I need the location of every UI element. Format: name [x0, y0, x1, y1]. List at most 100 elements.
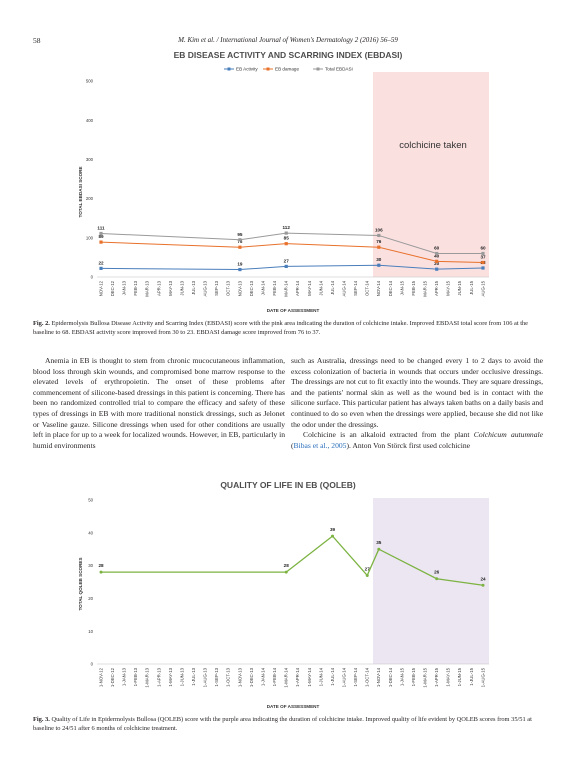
data-label: 28	[284, 563, 290, 568]
colchicine-annotation: colchicine taken	[399, 140, 467, 151]
x-tick-label: NOV-13	[237, 280, 242, 296]
data-point	[284, 570, 288, 574]
x-tick-label: NOV-12	[98, 280, 103, 296]
x-tick-label: 1-SEP-13	[214, 667, 219, 686]
x-tick-label: JUL-15	[469, 280, 474, 294]
x-tick-label: MAY-15	[446, 280, 451, 295]
left-column: Anemia in EB is thought to stem from chr…	[33, 356, 285, 451]
x-tick-label: AUG-13	[203, 280, 208, 296]
x-tick-label: 1-APR-15	[434, 667, 439, 686]
x-tick-label: 1-JUL-15	[469, 667, 474, 685]
data-label: 85	[284, 236, 290, 241]
y-tick-label: 30	[88, 563, 93, 568]
x-tick-label: 1-OCT-13	[226, 667, 231, 686]
x-tick-label: 1-APR-13	[156, 667, 161, 686]
data-label: 95	[237, 232, 243, 237]
x-tick-label: FEB-15	[411, 280, 416, 295]
data-point	[481, 260, 485, 265]
journal-header: M. Kim et al. / International Journal of…	[178, 36, 398, 44]
x-axis-label: DATE OF ASSESSMENT	[267, 308, 320, 313]
data-label: 37	[480, 254, 486, 259]
data-label: 60	[434, 245, 440, 250]
x-tick-label: 1-SEP-14	[353, 667, 358, 686]
data-point	[377, 547, 381, 551]
data-point	[481, 583, 485, 587]
figure2-caption: Fig. 2. Epidermolysis Bullosa Disease Ac…	[33, 320, 543, 337]
x-tick-label: MAR-13	[145, 280, 150, 296]
x-tick-label: MAR-14	[284, 280, 289, 296]
data-point	[435, 267, 439, 271]
data-label: 40	[434, 253, 440, 258]
chart-legend: EB Activity EB damage Total EBDASI	[224, 67, 353, 72]
x-tick-label: JUN-13	[179, 280, 184, 295]
data-point	[99, 266, 103, 270]
page-number: 58	[33, 36, 41, 45]
x-tick-label: 1-MAR-15	[423, 667, 428, 687]
x-tick-label: DEC-13	[249, 280, 254, 296]
chart-title: QUALITY OF LIFE IN EB (QOLEB)	[220, 480, 356, 490]
x-tick-label: 1-AUG-15	[480, 667, 485, 687]
x-tick-label: 1-FEB-15	[411, 667, 416, 686]
y-axis-label: TOTAL EBDASI SCORE	[78, 166, 83, 217]
x-tick-label: 1-JUN-14	[318, 667, 323, 686]
data-label: 76	[237, 239, 243, 244]
y-tick-label: 40	[88, 530, 93, 535]
paragraph: such as Australia, dressings need to be …	[291, 356, 543, 429]
legend-marker	[316, 67, 320, 71]
data-point	[377, 263, 381, 267]
legend-marker	[227, 67, 231, 71]
series-line	[100, 232, 483, 254]
data-label: 112	[283, 225, 291, 230]
data-label: 20	[434, 261, 440, 266]
data-point	[331, 534, 335, 538]
x-tick-label: DEC-14	[388, 280, 393, 296]
y-tick-label: 10	[88, 629, 93, 634]
x-tick-label: JAN-15	[399, 280, 404, 295]
x-tick-label: 1-DEC-14	[388, 667, 393, 687]
series-line	[100, 241, 484, 263]
x-tick-label: MAY-14	[307, 280, 312, 295]
citation-link[interactable]: Bibas et al., 2005	[293, 440, 347, 450]
x-tick-label: 1-MAY-14	[307, 667, 312, 686]
x-tick-label: APR-15	[434, 280, 439, 296]
data-label: 39	[330, 527, 336, 532]
data-point	[284, 264, 288, 269]
x-tick-label: 1-AUG-13	[203, 667, 208, 687]
x-tick-label: 1-JUL-13	[191, 667, 196, 685]
x-tick-label: JAN-13	[122, 280, 127, 295]
paragraph: Anemia in EB is thought to stem from chr…	[33, 356, 285, 450]
legend-marker	[266, 67, 270, 71]
y-tick-label: 300	[86, 157, 94, 162]
data-point	[365, 573, 369, 577]
x-tick-label: MAY-13	[168, 280, 173, 295]
data-label: 27	[365, 566, 371, 571]
data-label: 35	[376, 540, 382, 545]
x-tick-label: FEB-14	[272, 280, 277, 295]
qoleb-chart: QUALITY OF LIFE IN EB (QOLEB) 0 10 20 30 40 5…	[78, 480, 489, 709]
legend-label: EB Activity	[236, 67, 258, 72]
data-label: 106	[375, 227, 383, 232]
data-point	[99, 240, 103, 244]
x-tick-label: OCT-13	[226, 280, 231, 296]
data-point	[481, 266, 485, 270]
data-point	[238, 238, 242, 242]
x-tick-label: 1-MAR-14	[284, 667, 289, 687]
data-point	[377, 245, 381, 249]
y-tick-label: 400	[86, 118, 94, 123]
x-tick-label: 1-MAY-15	[446, 667, 451, 686]
data-label: 26	[434, 570, 440, 575]
data-label: 30	[376, 257, 382, 262]
x-tick-label: OCT-14	[365, 280, 370, 296]
x-tick-label: AUG-15	[480, 280, 485, 296]
legend-label: EB damage	[275, 67, 299, 72]
x-tick-label: 1-JAN-13	[122, 667, 127, 686]
paragraph: Colchicine is an alkaloid extracted from…	[291, 430, 544, 450]
y-tick-label: 0	[91, 662, 94, 667]
x-tick-label: 1-FEB-14	[272, 667, 277, 686]
y-tick-label: 50	[88, 498, 93, 503]
x-tick-label: 1-MAY-13	[168, 667, 173, 686]
x-tick-label: 1-JUN-15	[457, 667, 462, 686]
data-label: 27	[284, 258, 290, 263]
data-point	[435, 577, 439, 581]
chart-title: EB DISEASE ACTIVITY AND SCARRING INDEX (…	[174, 50, 403, 60]
